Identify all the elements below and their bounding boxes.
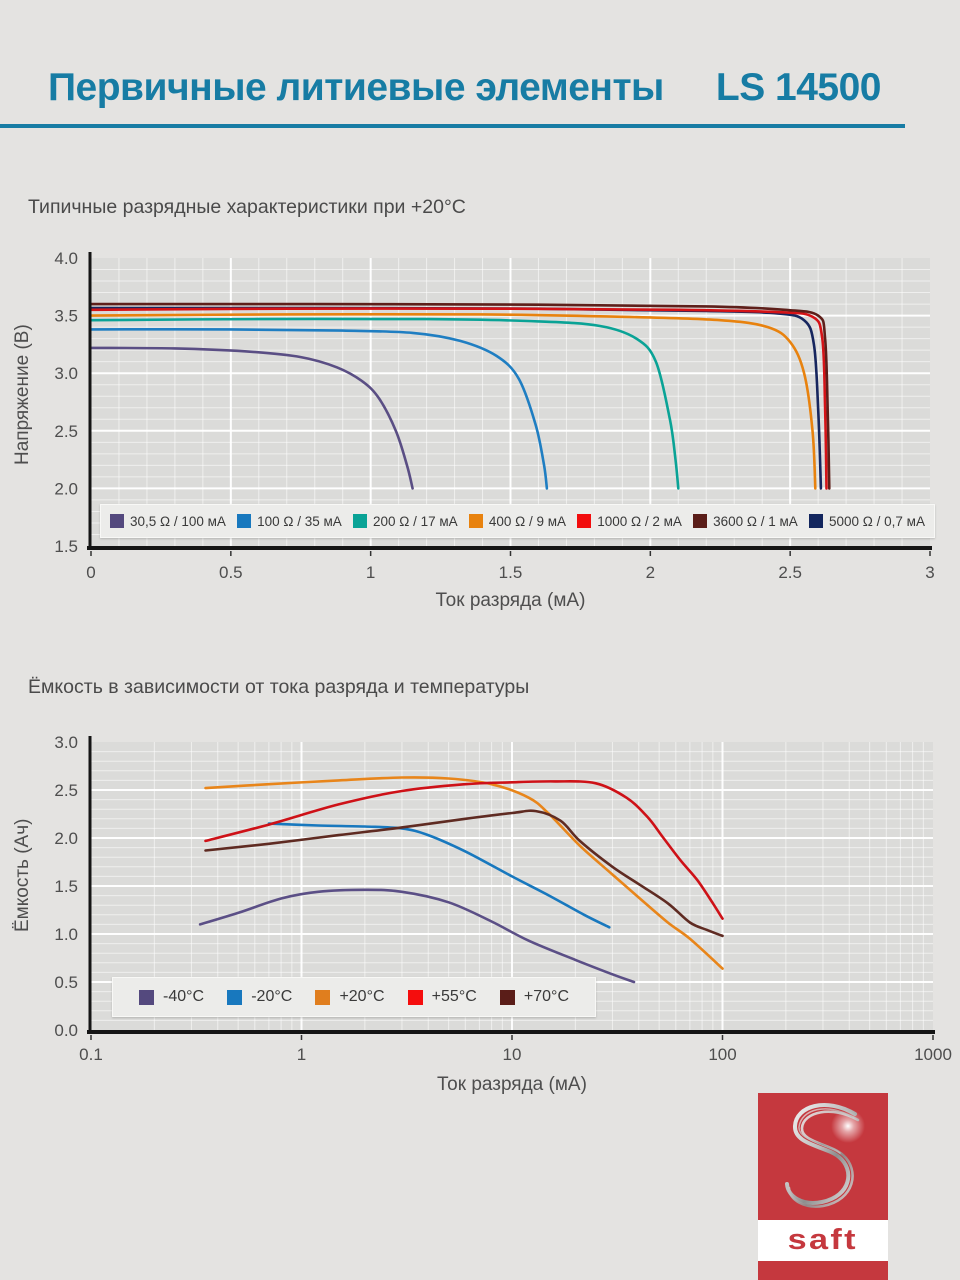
legend-swatch-icon (110, 514, 124, 528)
legend-swatch-icon (809, 514, 824, 528)
legend-item: -40°C (139, 988, 204, 1006)
legend-swatch-icon (353, 514, 368, 528)
legend-item: 5000 Ω / 0,7 мА (809, 514, 925, 529)
chart1-y-axis-label: Напряжение (В) (12, 324, 33, 466)
saft-wordmark: saft (758, 1220, 888, 1261)
legend-item: +55°C (407, 988, 477, 1006)
legend-label: +70°C (523, 988, 569, 1005)
legend-label: 100 Ω / 35 мА (257, 513, 342, 529)
legend-item: 1000 Ω / 2 мА (577, 514, 682, 529)
svg-text:3.0: 3.0 (54, 733, 78, 752)
legend-label: 400 Ω / 9 мА (488, 513, 567, 529)
legend-swatch-icon (139, 989, 154, 1005)
chart1-title: Типичные разрядные характеристики при +2… (28, 196, 466, 218)
legend-item: 3600 Ω / 1 мА (693, 514, 798, 529)
legend-label: 1000 Ω / 2 мА (597, 513, 682, 529)
legend-swatch-icon (315, 989, 331, 1005)
legend-item: 100 Ω / 35 мА (237, 514, 342, 529)
svg-text:1000: 1000 (914, 1045, 952, 1064)
svg-text:2.5: 2.5 (778, 563, 802, 582)
chart2-title: Ёмкость в зависимости от тока разряда и … (28, 676, 530, 698)
chart1-x-axis-label: Ток разряда (мА) (435, 590, 586, 611)
legend-item: +20°C (315, 988, 385, 1006)
page-title-text: Первичные литиевые элементы (48, 66, 664, 109)
svg-text:3.5: 3.5 (54, 307, 78, 326)
svg-text:4.0: 4.0 (54, 249, 78, 268)
svg-text:0: 0 (86, 563, 95, 582)
svg-text:1.0: 1.0 (54, 925, 78, 944)
legend-item: 200 Ω / 17 мА (353, 514, 458, 529)
svg-text:2.5: 2.5 (54, 422, 78, 441)
page-title: Первичные литиевые элементы LS 14500 (48, 66, 882, 110)
saft-s-swirl-icon (785, 1103, 865, 1208)
legend-label: +55°C (431, 988, 477, 1005)
legend-swatch-icon (407, 989, 423, 1005)
chart1-legend: 30,5 Ω / 100 мА 100 Ω / 35 мА 200 Ω / 17 м… (100, 504, 935, 538)
svg-text:0.1: 0.1 (79, 1045, 103, 1064)
svg-text:3.0: 3.0 (54, 364, 78, 383)
title-underline (0, 124, 905, 128)
svg-text:2.5: 2.5 (54, 781, 78, 800)
legend-label: +20°C (339, 988, 385, 1005)
svg-text:2: 2 (646, 563, 655, 582)
legend-label: 3600 Ω / 1 мА (713, 513, 798, 529)
legend-swatch-icon (227, 989, 243, 1005)
legend-swatch-icon (468, 514, 483, 528)
svg-text:1.5: 1.5 (54, 537, 78, 556)
legend-label: -20°C (251, 988, 293, 1005)
legend-swatch-icon (237, 514, 252, 528)
saft-logo: saft (758, 1093, 888, 1280)
legend-item: 30,5 Ω / 100 мА (110, 514, 226, 529)
svg-text:100: 100 (708, 1045, 736, 1064)
svg-text:0.5: 0.5 (54, 973, 78, 992)
legend-label: 5000 Ω / 0,7 мА (829, 513, 925, 529)
legend-swatch-icon (499, 989, 515, 1005)
svg-text:1.5: 1.5 (499, 563, 523, 582)
svg-text:1: 1 (297, 1045, 306, 1064)
svg-text:2.0: 2.0 (54, 479, 78, 498)
legend-swatch-icon (577, 514, 592, 528)
legend-item: -20°C (227, 988, 292, 1006)
legend-label: 200 Ω / 17 мА (373, 513, 458, 529)
saft-wordmark-text: saft (787, 1224, 859, 1256)
svg-text:0.5: 0.5 (219, 563, 243, 582)
legend-label: 30,5 Ω / 100 мА (130, 513, 226, 529)
legend-item: +70°C (499, 988, 569, 1006)
chart2-x-axis-label: Ток разряда (мА) (437, 1074, 587, 1095)
legend-item: 400 Ω / 9 мА (468, 513, 567, 529)
svg-text:1.5: 1.5 (54, 877, 78, 896)
chart2-y-axis-label: Ёмкость (Ач) (12, 818, 33, 932)
svg-text:0.0: 0.0 (54, 1021, 78, 1040)
svg-text:10: 10 (503, 1045, 522, 1064)
svg-text:2.0: 2.0 (54, 829, 78, 848)
saft-logo-strip (758, 1261, 888, 1280)
model-number: LS 14500 (715, 66, 882, 109)
saft-logo-mark (758, 1093, 888, 1220)
chart2-legend: -40°C -20°C +20°C +55°C +70°C (112, 977, 596, 1017)
legend-swatch-icon (693, 514, 708, 528)
svg-text:3: 3 (925, 563, 934, 582)
svg-text:1: 1 (366, 563, 375, 582)
legend-label: -40°C (163, 988, 205, 1005)
